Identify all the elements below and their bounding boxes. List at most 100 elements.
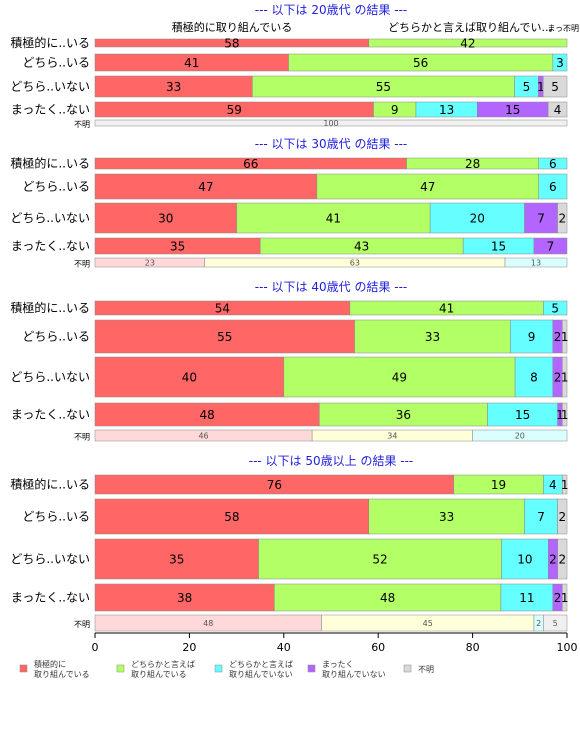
- bar-segment-somewhat-inactive: [472, 429, 568, 442]
- bar-segment-unknown: [547, 101, 568, 118]
- bar-value-label: 8: [530, 370, 538, 384]
- bar-value-label: 58: [224, 510, 239, 524]
- bar-segment-somewhat-inactive: [429, 202, 525, 234]
- bar-value-label: 43: [354, 239, 369, 253]
- legend-label-somewhat-inactive: どちらかと言えば取り組んでいない: [229, 659, 293, 679]
- bar-value-label: 76: [267, 478, 282, 492]
- bar-value-label: 49: [392, 370, 407, 384]
- legend-swatch-inactive: [307, 664, 316, 673]
- bar-value-label: 5: [551, 301, 559, 315]
- bar-value-label: 1: [561, 330, 569, 344]
- row-label: どちら..いない: [10, 80, 90, 94]
- bar-segment-somewhat-active: [274, 583, 502, 612]
- bar-value-label: 10: [517, 552, 532, 566]
- bar-value-label: 1: [561, 370, 569, 384]
- bar-segment-unknown: [543, 614, 568, 632]
- row-label: まったく..ない: [11, 239, 90, 253]
- bar-value-label: 38: [177, 591, 192, 605]
- bar-segment-unknown: [557, 498, 568, 535]
- row-label: 不明: [74, 120, 90, 129]
- bar-value-label: 47: [198, 180, 213, 194]
- bar-value-label: 2: [536, 619, 541, 628]
- bar-value-label: 54: [215, 301, 230, 315]
- row-label: 積極的に..いる: [10, 156, 90, 171]
- bar-value-label: 45: [423, 619, 433, 628]
- bar-segment-somewhat-inactive: [552, 53, 568, 72]
- bar-value-label: 9: [528, 330, 536, 344]
- bar-segment-active: [94, 202, 237, 234]
- bar-value-label: 47: [420, 180, 435, 194]
- bar-value-label: 13: [439, 103, 454, 117]
- bar-value-label: 58: [224, 36, 239, 50]
- bar-segment-unknown: [557, 538, 568, 580]
- bar-segment-somewhat-inactive: [543, 300, 568, 316]
- bar-segment-somewhat-active: [283, 356, 516, 398]
- bar-value-label: 33: [425, 330, 440, 344]
- bar-value-label: 56: [413, 56, 428, 70]
- bar-segment-active: [94, 173, 318, 200]
- bar-segment-somewhat-inactive: [501, 538, 549, 580]
- bar-value-label: 5: [553, 619, 558, 628]
- bar-value-label: 20: [515, 431, 525, 440]
- bar-segment-unknown: [562, 319, 568, 354]
- legend-swatch-somewhat-active: [116, 664, 125, 673]
- legend-swatch-active: [19, 664, 28, 673]
- bar-value-label: 2: [554, 591, 562, 605]
- row-label: どちら..いる: [22, 330, 90, 344]
- panel-title: --- 以下は 30歳代 の結果 ---: [255, 137, 408, 151]
- bar-value-label: 3: [556, 56, 564, 70]
- bar-segment-inactive: [524, 202, 558, 234]
- bar-value-label: 15: [505, 103, 520, 117]
- bar-value-label: 41: [326, 211, 341, 225]
- bar-value-label: 5: [523, 80, 531, 94]
- bar-value-label: 7: [537, 510, 545, 524]
- legend-label-inactive: まったく取り組んでいない: [322, 660, 386, 679]
- bar-value-label: 46: [198, 431, 208, 440]
- row-label: まったく..ない: [11, 408, 90, 422]
- bar-segment-inactive: [533, 237, 568, 255]
- row-label: どちら..いない: [10, 211, 90, 225]
- bar-value-label: 1: [537, 80, 545, 94]
- x-tick-label: 20: [182, 641, 196, 654]
- bar-segment-somewhat-inactive: [514, 356, 554, 398]
- bar-value-label: 5: [551, 80, 559, 94]
- bar-value-label: 2: [549, 552, 557, 566]
- bar-segment-unknown: [562, 583, 568, 612]
- bar-segment-active: [94, 498, 370, 535]
- bar-value-label: 15: [491, 239, 506, 253]
- row-label: 不明: [74, 260, 90, 269]
- bar-value-label: 59: [227, 103, 242, 117]
- bar-value-label: 4: [554, 103, 562, 117]
- bar-segment-unknown: [542, 75, 568, 98]
- x-tick-label: 60: [371, 641, 385, 654]
- bar-value-label: 2: [554, 330, 562, 344]
- row-label: どちら..いない: [10, 552, 90, 566]
- bar-value-label: 7: [537, 211, 545, 225]
- bar-value-label: 2: [559, 552, 567, 566]
- bar-segment-somewhat-active: [354, 319, 511, 354]
- x-tick-label: 0: [92, 641, 99, 654]
- bar-value-label: 6: [549, 157, 557, 171]
- legend-label-active: 積極的に取り組んでいる: [34, 659, 90, 679]
- bar-value-label: 48: [203, 619, 213, 628]
- row-label: どちら..いない: [10, 370, 90, 384]
- legend-swatch-unknown: [403, 664, 412, 673]
- bar-value-label: 1: [556, 408, 564, 422]
- bar-value-label: 41: [439, 301, 454, 315]
- row-label: どちら..いる: [22, 180, 90, 194]
- bar-value-label: 11: [519, 591, 534, 605]
- bar-value-label: 40: [182, 370, 197, 384]
- bar-segment-unknown: [562, 356, 568, 398]
- bar-value-label: 2: [558, 510, 566, 524]
- panel-title: --- 以下は 40歳代 の結果 ---: [255, 280, 408, 294]
- bar-segment-active: [94, 538, 259, 580]
- row-label: まったく..ない: [11, 103, 90, 117]
- bar-value-label: 20: [470, 211, 485, 225]
- bar-segment-somewhat-active: [368, 498, 525, 535]
- bar-value-label: 52: [372, 552, 387, 566]
- bar-value-label: 6: [549, 180, 557, 194]
- row-label: 積極的に..いる: [10, 300, 90, 315]
- row-label: 積極的に..いる: [10, 477, 90, 492]
- bar-segment-somewhat-inactive: [510, 319, 554, 354]
